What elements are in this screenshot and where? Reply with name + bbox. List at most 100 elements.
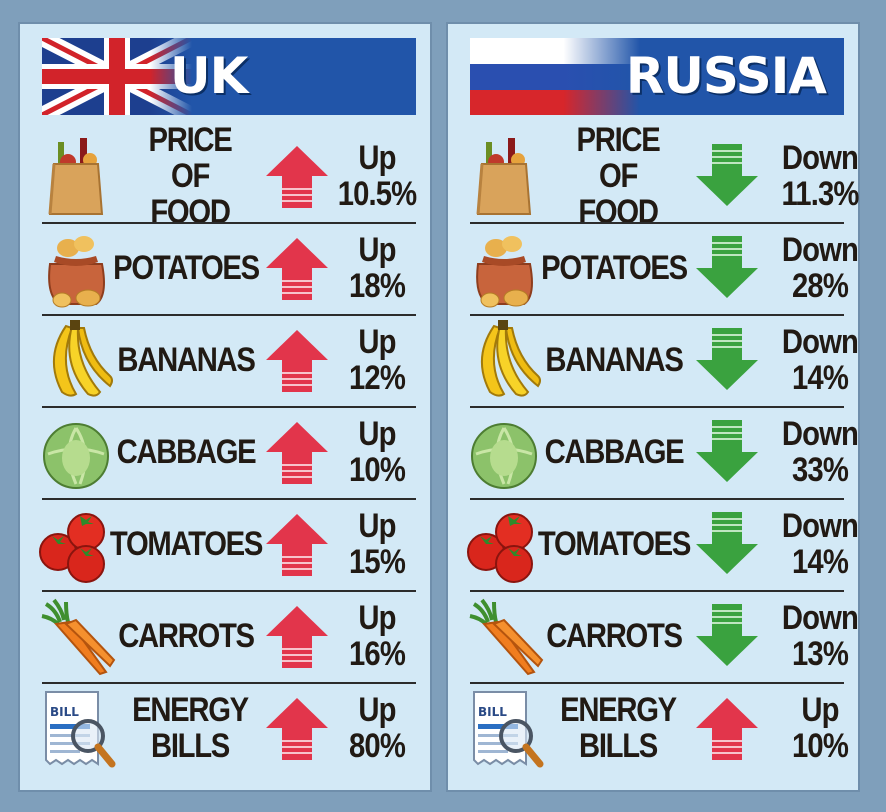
russia-header: RUSSIA bbox=[470, 38, 844, 115]
uk-row-cabbage: CABBAGE Up 10% bbox=[42, 406, 416, 500]
arrow-up-icon bbox=[264, 420, 330, 484]
change-percent: 80% bbox=[349, 727, 406, 765]
russia-row-carrots: CARROTS Down 13% bbox=[469, 590, 859, 684]
item-label-line1: CARROTS bbox=[546, 617, 683, 655]
change-value: Up 10% bbox=[340, 406, 414, 498]
item-label: PRICE OF FOOD bbox=[558, 122, 678, 230]
change-value: Up 15% bbox=[340, 498, 414, 590]
russia-row-energy: BILL ENERGY BILLS Up 10% bbox=[470, 682, 849, 774]
arrow-up-icon bbox=[264, 328, 330, 392]
arrow-up-icon bbox=[264, 236, 330, 300]
uk-title: UK bbox=[170, 47, 248, 105]
arrow-down-icon bbox=[694, 604, 760, 668]
change-value: Up 16% bbox=[340, 590, 414, 682]
change-direction: Up bbox=[358, 691, 396, 729]
potato-sack-icon bbox=[464, 226, 544, 310]
item-label: POTATOES bbox=[113, 222, 260, 314]
cabbage-icon bbox=[464, 410, 544, 494]
arrow-up-icon bbox=[264, 512, 330, 576]
change-value: Down 13% bbox=[777, 590, 863, 682]
item-label-line1: TOMATOES bbox=[537, 525, 691, 563]
russia-row-cabbage: CABBAGE Down 33% bbox=[470, 406, 859, 500]
change-direction: Down bbox=[781, 139, 859, 177]
uk-row-price: PRICE OF FOOD Up 10.5% bbox=[42, 122, 417, 230]
change-direction: Up bbox=[358, 231, 396, 269]
item-label: TOMATOES bbox=[538, 498, 691, 590]
item-label: POTATOES bbox=[541, 222, 688, 314]
arrow-down-icon bbox=[694, 420, 760, 484]
russia-panel: RUSSIA PRICE OF FOOD Down 11.3% POTATOES Down… bbox=[446, 22, 860, 792]
change-percent: 15% bbox=[349, 543, 406, 581]
item-label: ENERGY BILLS bbox=[558, 682, 678, 774]
change-percent: 10% bbox=[792, 727, 849, 765]
banana-icon bbox=[464, 318, 544, 402]
change-percent: 14% bbox=[792, 359, 849, 397]
change-percent: 10.5% bbox=[337, 175, 417, 213]
item-label: ENERGY BILLS bbox=[130, 682, 250, 774]
change-percent: 28% bbox=[792, 267, 849, 305]
change-value: Up 10% bbox=[777, 682, 863, 774]
item-label: CABBAGE bbox=[115, 406, 257, 498]
item-label-line1: CABBAGE bbox=[544, 433, 685, 471]
uk-row-potatoes: POTATOES Up 18% bbox=[42, 222, 416, 316]
carrot-icon bbox=[36, 594, 116, 678]
row-divider bbox=[42, 314, 416, 316]
uk-row-bananas: BANANAS Up 12% bbox=[42, 314, 416, 408]
item-label: PRICE OF FOOD bbox=[130, 122, 250, 230]
item-label-line1: POTATOES bbox=[541, 249, 688, 287]
change-value: Up 10.5% bbox=[337, 130, 417, 222]
item-label-line1: BANANAS bbox=[117, 341, 255, 379]
item-label: TOMATOES bbox=[110, 498, 263, 590]
carrot-icon bbox=[464, 594, 544, 678]
russia-title: RUSSIA bbox=[625, 47, 827, 105]
item-label-line2: OF FOOD bbox=[150, 157, 231, 231]
russia-row-potatoes: POTATOES Down 28% bbox=[470, 222, 859, 316]
change-percent: 16% bbox=[349, 635, 406, 673]
uk-flag-icon bbox=[42, 38, 192, 115]
item-label-line1: ENERGY bbox=[132, 691, 249, 729]
change-percent: 14% bbox=[792, 543, 849, 581]
row-divider bbox=[470, 590, 844, 592]
change-direction: Up bbox=[358, 599, 396, 637]
row-divider bbox=[42, 222, 416, 224]
grocery-bag-icon bbox=[36, 134, 116, 218]
change-value: Up 12% bbox=[340, 314, 414, 406]
row-divider bbox=[42, 682, 416, 684]
change-direction: Up bbox=[358, 415, 396, 453]
change-direction: Up bbox=[358, 507, 396, 545]
row-divider bbox=[470, 314, 844, 316]
change-value: Down 33% bbox=[777, 406, 863, 498]
row-divider bbox=[470, 222, 844, 224]
row-divider bbox=[470, 406, 844, 408]
change-percent: 12% bbox=[349, 359, 406, 397]
russia-row-price: PRICE OF FOOD Down 11.3% bbox=[470, 122, 859, 230]
russia-row-tomatoes: TOMATOES Down 14% bbox=[467, 498, 859, 592]
russia-flag-icon bbox=[470, 38, 640, 115]
grocery-bag-icon bbox=[464, 134, 544, 218]
row-divider bbox=[42, 498, 416, 500]
change-percent: 10% bbox=[349, 451, 406, 489]
arrow-down-icon bbox=[694, 236, 760, 300]
potato-sack-icon bbox=[36, 226, 116, 310]
arrow-up-icon bbox=[264, 604, 330, 668]
cabbage-icon bbox=[36, 410, 116, 494]
item-label: BANANAS bbox=[115, 314, 256, 406]
item-label: CABBAGE bbox=[543, 406, 685, 498]
item-label-line1: TOMATOES bbox=[109, 525, 263, 563]
russia-row-bananas: BANANAS Down 14% bbox=[470, 314, 859, 408]
item-label-line1: PRICE bbox=[576, 121, 661, 159]
change-direction: Down bbox=[781, 599, 859, 637]
change-value: Down 28% bbox=[777, 222, 863, 314]
item-label-line1: CARROTS bbox=[118, 617, 255, 655]
change-value: Down 14% bbox=[777, 314, 863, 406]
item-label: CARROTS bbox=[543, 590, 684, 682]
uk-row-energy: BILL ENERGY BILLS Up 80% bbox=[42, 682, 416, 774]
bill-text: BILL bbox=[478, 705, 507, 719]
item-label-line1: ENERGY bbox=[560, 691, 677, 729]
item-label-line1: BANANAS bbox=[545, 341, 683, 379]
item-label-line2: BILLS bbox=[578, 727, 658, 765]
change-direction: Down bbox=[781, 415, 859, 453]
change-direction: Up bbox=[358, 323, 396, 361]
arrow-up-icon bbox=[264, 696, 330, 760]
